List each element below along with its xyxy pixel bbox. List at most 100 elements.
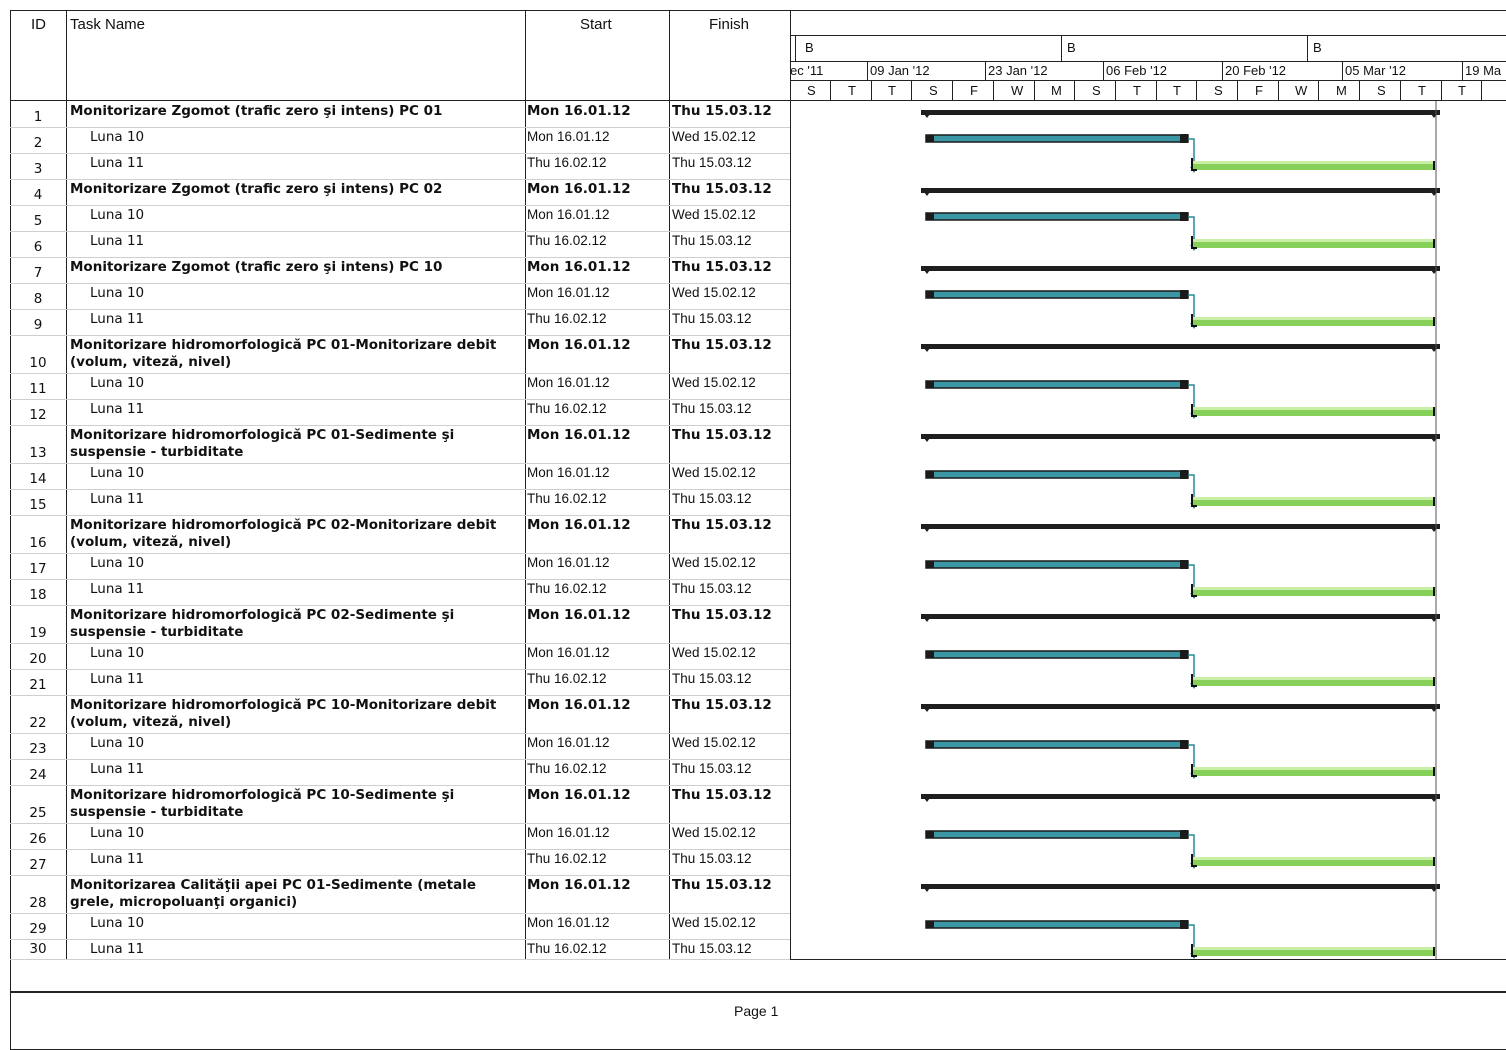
task-name: Monitorizare hidromorfologică PC 01-Sedi…	[70, 427, 455, 460]
timescale-mid-label: 23 Jan '12	[988, 63, 1048, 78]
timescale-day-divider	[1359, 81, 1360, 100]
task-id: 19	[29, 625, 47, 641]
task-id: 28	[29, 895, 47, 911]
task-finish: Thu 15.03.12	[672, 607, 772, 623]
row-divider	[10, 205, 790, 206]
task-finish: Thu 15.03.12	[672, 787, 772, 803]
timescale-day-label: T	[1173, 83, 1181, 98]
timescale-mid-label: 05 Mar '12	[1345, 63, 1407, 78]
task-name: Monitorizare Zgomot (trafic zero şi inte…	[70, 181, 443, 197]
timescale-mid-divider	[1462, 62, 1463, 80]
row-divider	[10, 179, 790, 180]
timescale-day-divider	[1196, 81, 1197, 100]
task-finish: Wed 15.02.12	[672, 825, 756, 840]
col-line-id	[66, 10, 67, 960]
row-divider	[10, 913, 790, 914]
timescale-top-divider	[795, 36, 796, 61]
task-start: Mon 16.01.12	[527, 103, 631, 119]
timescale-day-label: S	[1377, 83, 1386, 98]
task-start: Mon 16.01.12	[527, 375, 610, 390]
timescale-day-divider	[1400, 81, 1401, 100]
timescale-mid-divider	[1222, 62, 1223, 80]
timescale-top-label: B	[1313, 40, 1322, 55]
row-divider	[10, 579, 790, 580]
timescale-day-divider	[993, 81, 994, 100]
footer-top-line	[10, 991, 1506, 993]
row-divider	[10, 823, 790, 824]
task-id: 17	[29, 561, 47, 577]
task-start: Mon 16.01.12	[527, 181, 631, 197]
timescale-mid-divider	[985, 62, 986, 80]
task-finish: Thu 15.03.12	[672, 697, 772, 713]
timescale-top-divider	[1061, 36, 1062, 61]
task-name: Luna 11	[90, 851, 145, 867]
timescale-day-label: S	[1092, 83, 1101, 98]
task-start: Thu 16.02.12	[527, 941, 607, 956]
task-start: Thu 16.02.12	[527, 581, 607, 596]
task-name: Luna 11	[90, 671, 145, 687]
row-divider	[10, 605, 790, 606]
timescale-line-mid	[790, 61, 1506, 62]
task-id: 3	[33, 161, 43, 177]
timescale-top-divider	[1307, 36, 1308, 61]
row-divider	[10, 127, 790, 128]
timescale-day-label: S	[1214, 83, 1223, 98]
header-start: Start	[580, 16, 612, 33]
task-start: Mon 16.01.12	[527, 427, 631, 443]
row-divider	[10, 373, 790, 374]
row-divider	[10, 669, 790, 670]
task-name: Luna 10	[90, 555, 145, 571]
task-finish: Thu 15.03.12	[672, 103, 772, 119]
row-divider	[10, 553, 790, 554]
task-name: Luna 10	[90, 825, 145, 841]
task-finish: Wed 15.02.12	[672, 915, 756, 930]
row-divider	[10, 399, 790, 400]
task-id: 21	[29, 677, 47, 693]
timescale-mid-label: 06 Feb '12	[1106, 63, 1168, 78]
task-id: 15	[29, 497, 47, 513]
task-name: Luna 11	[90, 401, 145, 417]
task-id: 16	[29, 535, 47, 551]
task-id: 23	[29, 741, 47, 757]
timescale-day-label: S	[929, 83, 938, 98]
task-name: Luna 11	[90, 581, 145, 597]
task-start: Mon 16.01.12	[527, 465, 610, 480]
task-id: 24	[29, 767, 47, 783]
timescale-day-divider	[1115, 81, 1116, 100]
task-start: Mon 16.01.12	[527, 337, 631, 353]
row-divider	[10, 785, 790, 786]
timescale-mid-divider	[867, 62, 868, 80]
task-id: 14	[29, 471, 47, 487]
task-start: Thu 16.02.12	[527, 671, 607, 686]
row-divider	[10, 335, 790, 336]
row-divider	[10, 463, 790, 464]
task-name: Luna 10	[90, 465, 145, 481]
task-name: Monitorizare Zgomot (trafic zero şi inte…	[70, 103, 443, 119]
task-name: Luna 10	[90, 645, 145, 661]
timescale-mid-label: 19 Ma	[1465, 63, 1502, 78]
task-id: 10	[29, 355, 47, 371]
task-id: 12	[29, 407, 47, 423]
task-start: Mon 16.01.12	[527, 259, 631, 275]
task-start: Mon 16.01.12	[527, 607, 631, 623]
timescale-day-label: T	[1133, 83, 1141, 98]
timescale-day-divider	[911, 81, 912, 100]
task-start: Thu 16.02.12	[527, 155, 607, 170]
timescale-day-divider	[1156, 81, 1157, 100]
task-id: 20	[29, 651, 47, 667]
task-start: Thu 16.02.12	[527, 233, 607, 248]
task-finish: Thu 15.03.12	[672, 761, 752, 776]
task-name: Luna 11	[90, 311, 145, 327]
row-divider	[10, 283, 790, 284]
task-id: 1	[33, 109, 43, 125]
task-finish: Thu 15.03.12	[672, 427, 772, 443]
task-finish: Thu 15.03.12	[672, 581, 752, 596]
task-id: 25	[29, 805, 47, 821]
task-id: 26	[29, 831, 47, 847]
row-divider	[10, 515, 790, 516]
task-id: 18	[29, 587, 47, 603]
task-finish: Thu 15.03.12	[672, 877, 772, 893]
task-id: 13	[29, 445, 47, 461]
row-divider	[10, 939, 790, 940]
row-divider	[10, 231, 790, 232]
